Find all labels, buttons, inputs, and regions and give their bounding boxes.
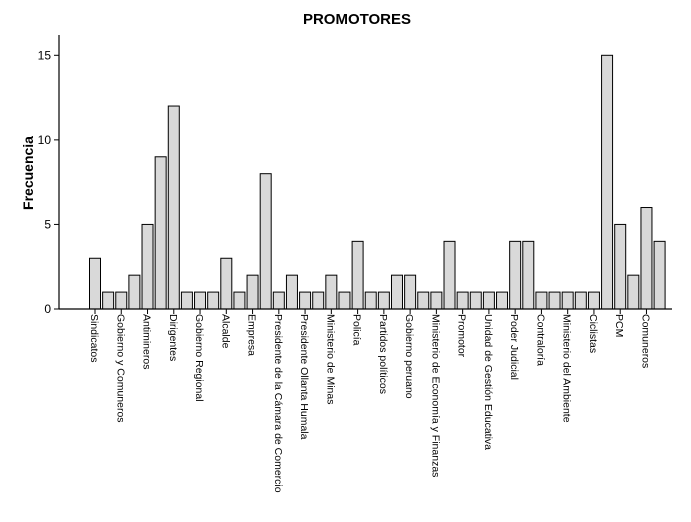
chart-title: PROMOTORES — [303, 11, 411, 28]
bar — [259, 173, 272, 310]
bar — [220, 257, 233, 310]
bar — [587, 291, 600, 310]
bar — [601, 54, 614, 310]
x-tick-label: Antimineros — [141, 314, 153, 369]
x-tick-label: Alcalde — [219, 314, 231, 349]
bar — [640, 207, 653, 310]
x-tick-label: Ciclistas — [587, 314, 599, 353]
bar — [364, 291, 377, 310]
bar — [115, 291, 128, 310]
bars — [89, 54, 666, 310]
bar — [167, 105, 180, 310]
bar — [509, 240, 522, 310]
y-tick-label: 10 — [38, 133, 52, 147]
bar — [469, 291, 482, 310]
bar — [128, 274, 141, 310]
bar — [614, 223, 627, 310]
x-tick-label: Presidente Ollanta Humala — [298, 314, 310, 440]
x-tick-label: Ministerio de Economía y Finanzas — [429, 314, 441, 477]
y-axis-label: Frecuencia — [20, 136, 36, 210]
bar — [482, 291, 495, 310]
bar — [456, 291, 469, 310]
bar — [102, 291, 115, 310]
x-tick-label: Poder Judicial — [508, 314, 520, 380]
bar — [325, 274, 338, 310]
bar — [417, 291, 430, 310]
x-tick-label: Sindicatos — [88, 314, 100, 362]
bar — [377, 291, 390, 310]
x-tick-label: Ministerio del Ambiente — [561, 314, 573, 423]
bar — [285, 274, 298, 310]
bar — [548, 291, 561, 310]
bar — [338, 291, 351, 310]
y-tick-label: 5 — [44, 217, 51, 231]
bar — [522, 240, 535, 310]
bar — [154, 156, 167, 310]
bar — [390, 274, 403, 310]
x-tick-label: Ministerio de Minas — [324, 314, 336, 404]
y-axis-ticks: 0 5 10 15 — [38, 48, 59, 316]
x-tick-label: Partidos políticos — [377, 314, 389, 394]
x-tick-label: Empresa — [246, 314, 258, 356]
bar — [404, 274, 417, 310]
bar — [653, 240, 666, 310]
x-tick-label: Comuneros — [639, 314, 651, 368]
bar — [272, 291, 285, 310]
bar — [246, 274, 259, 310]
bar — [535, 291, 548, 310]
bar — [141, 223, 154, 310]
x-tick-label: Presidente de la Cámara de Comercio — [272, 314, 284, 493]
bar — [574, 291, 587, 310]
x-tick-label: Promotor — [456, 314, 468, 358]
bar — [496, 291, 509, 310]
bar — [299, 291, 312, 310]
bar — [180, 291, 193, 310]
bar — [207, 291, 220, 310]
bar — [194, 291, 207, 310]
bar — [443, 240, 456, 310]
x-tick-label: Gobierno y Comuneros — [114, 314, 126, 423]
bar — [627, 274, 640, 310]
x-tick-label: PCM — [613, 314, 625, 337]
x-tick-label: Dirigentes — [167, 314, 179, 361]
x-tick-label: Unidad de Gestión Educativa — [482, 314, 494, 450]
x-axis-ticks: Sindicatos Gobierno y Comuneros Antiminero… — [88, 309, 651, 493]
y-tick-label: 0 — [44, 302, 51, 316]
x-tick-label: Gobierno peruano — [403, 314, 415, 399]
bar — [561, 291, 574, 310]
y-tick-label: 15 — [38, 48, 52, 62]
x-tick-label: Contraloría — [534, 314, 546, 366]
bar — [351, 240, 364, 310]
x-tick-label: Policía — [351, 314, 363, 346]
bar — [430, 291, 443, 310]
bar — [233, 291, 246, 310]
bar — [312, 291, 325, 310]
x-tick-label: Gobierno Regional — [193, 314, 205, 402]
bar — [89, 257, 101, 310]
